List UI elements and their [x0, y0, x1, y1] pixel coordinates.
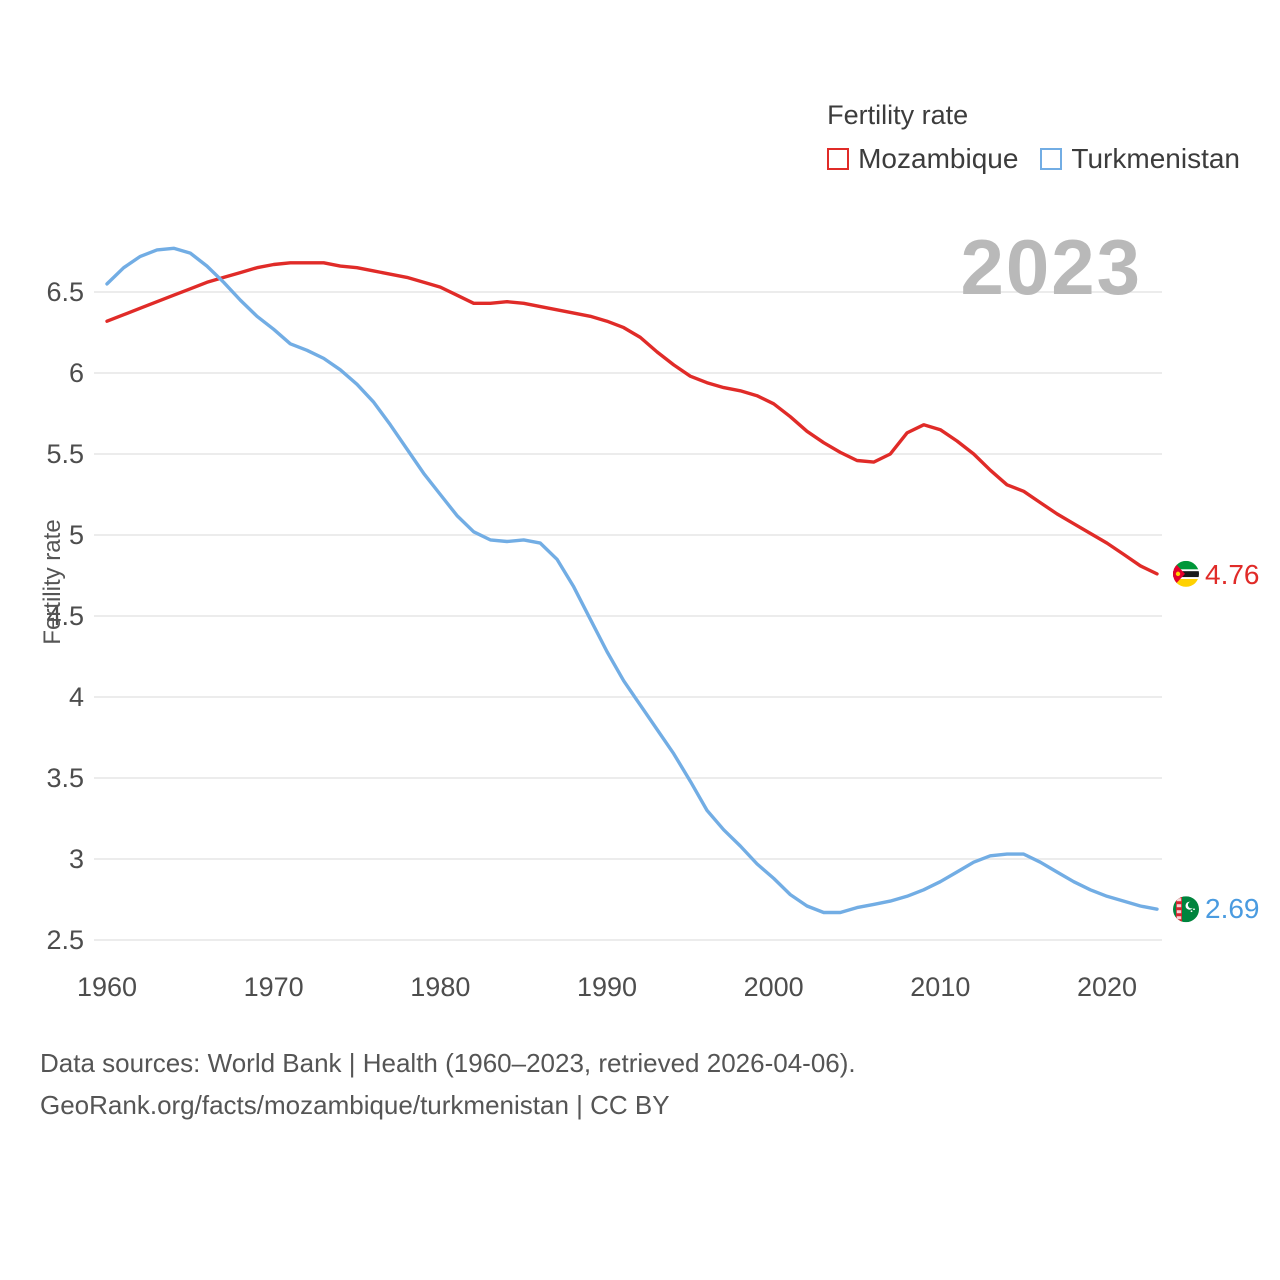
y-tick-label: 6.5 — [46, 277, 84, 307]
y-tick-label: 2.5 — [46, 925, 84, 955]
x-tick-label: 2010 — [910, 972, 970, 1002]
y-tick-label: 3 — [69, 844, 84, 874]
y-tick-label: 4.5 — [46, 601, 84, 631]
x-tick-label: 1990 — [577, 972, 637, 1002]
year-watermark: 2023 — [960, 223, 1142, 311]
x-tick-label: 1960 — [77, 972, 137, 1002]
series-line-mozambique — [105, 261, 1159, 576]
legend-item-turkmenistan[interactable]: Turkmenistan — [1040, 143, 1240, 175]
y-axis-title: Fertility rate — [39, 519, 66, 645]
x-tick-label: 2000 — [744, 972, 804, 1002]
turkmenistan-flag-icon — [1173, 896, 1199, 923]
legend-label-turkmenistan: Turkmenistan — [1071, 143, 1240, 174]
y-tick-label: 4 — [69, 682, 84, 712]
attribution-text: GeoRank.org/facts/mozambique/turkmenista… — [40, 1090, 670, 1120]
legend-items: Mozambique Turkmenistan — [827, 143, 1240, 175]
series-line-turkmenistan — [105, 246, 1159, 915]
y-tick-label: 5.5 — [46, 439, 84, 469]
x-tick-label: 2020 — [1077, 972, 1137, 1002]
turkmenistan-end-value: 2.69 — [1205, 893, 1260, 924]
mozambique-end-value: 4.76 — [1205, 559, 1260, 590]
data-sources-text: Data sources: World Bank | Health (1960–… — [40, 1048, 856, 1078]
legend-item-mozambique[interactable]: Mozambique — [827, 143, 1018, 175]
x-tick-label: 1970 — [244, 972, 304, 1002]
y-tick-label: 3.5 — [46, 763, 84, 793]
y-tick-label: 6 — [69, 358, 84, 388]
mozambique-series-swatch-icon — [827, 148, 850, 170]
chart-legend: Fertility rate Mozambique Turkmenistan — [827, 100, 1240, 175]
legend-title: Fertility rate — [827, 100, 969, 130]
mozambique-flag-icon — [1173, 560, 1199, 587]
legend-label-mozambique: Mozambique — [858, 143, 1019, 174]
turkmenistan-series-swatch-icon — [1040, 148, 1063, 170]
x-tick-label: 1980 — [410, 972, 470, 1002]
y-tick-label: 5 — [69, 520, 84, 550]
chart-plot-area: 2.5 3 3.5 4 4.5 5 5.5 6 6.5 1960 1970 1980 1990 2000 2… — [46, 246, 1199, 1002]
